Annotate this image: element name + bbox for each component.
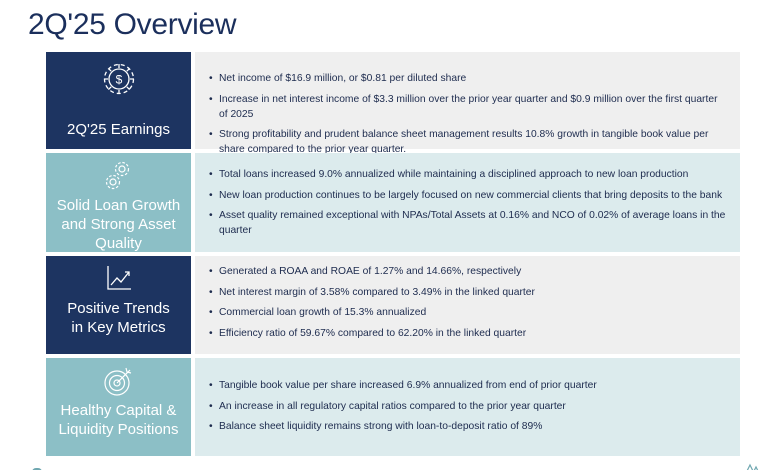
- section-label: Healthy Capital & Liquidity Positions: [58, 402, 179, 438]
- dollar-gear-icon: $: [102, 62, 136, 101]
- section-earnings: $ 2Q'25 Earnings Net income of $16.9 mil…: [46, 52, 740, 155]
- bullet-item: Net income of $16.9 million, or $0.81 pe…: [209, 71, 728, 86]
- bullet-item: New loan production continues to be larg…: [209, 188, 728, 203]
- section-content: Net income of $16.9 million, or $0.81 pe…: [195, 52, 740, 155]
- bullet-item: Commercial loan growth of 15.3% annualiz…: [209, 305, 728, 320]
- target-icon: [102, 364, 136, 403]
- bullet-item: Total loans increased 9.0% annualized wh…: [209, 167, 728, 182]
- section-capital-liquidity: Healthy Capital & Liquidity Positions Ta…: [46, 358, 740, 456]
- section-label-panel: Solid Loan Growth and Strong Asset Quali…: [46, 153, 191, 252]
- section-loan-growth: Solid Loan Growth and Strong Asset Quali…: [46, 153, 740, 252]
- section-label: 2Q'25 Earnings: [67, 121, 170, 138]
- bullet-item: Balance sheet liquidity remains strong w…: [209, 419, 728, 434]
- footer-decoration: [32, 468, 42, 470]
- section-label-panel: Positive Trends in Key Metrics: [46, 256, 191, 354]
- section-label-panel: Healthy Capital & Liquidity Positions: [46, 358, 191, 456]
- section-label: Positive Trends in Key Metrics: [67, 300, 170, 336]
- bullet-item: Generated a ROAA and ROAE of 1.27% and 1…: [209, 264, 728, 279]
- logo-mark-icon: [744, 460, 760, 470]
- svg-text:$: $: [115, 73, 122, 87]
- section-content: Tangible book value per share increased …: [195, 358, 740, 456]
- bullet-item: Strong profitability and prudent balance…: [209, 127, 728, 157]
- bullet-item: Tangible book value per share increased …: [209, 378, 728, 393]
- bullet-item: Asset quality remained exceptional with …: [209, 208, 728, 238]
- section-key-metrics: Positive Trends in Key Metrics Generated…: [46, 256, 740, 354]
- bullet-item: Efficiency ratio of 59.67% compared to 6…: [209, 326, 728, 341]
- bullet-item: An increase in all regulatory capital ra…: [209, 399, 728, 414]
- section-content: Total loans increased 9.0% annualized wh…: [195, 153, 740, 252]
- section-label-panel: $ 2Q'25 Earnings: [46, 52, 191, 149]
- page-title: 2Q'25 Overview: [28, 8, 237, 41]
- section-label: Solid Loan Growth and Strong Asset Quali…: [56, 197, 181, 252]
- gears-icon: [101, 159, 137, 198]
- trend-chart-icon: [104, 263, 134, 298]
- section-content: Generated a ROAA and ROAE of 1.27% and 1…: [195, 256, 740, 354]
- bullet-item: Increase in net interest income of $3.3 …: [209, 92, 728, 122]
- bullet-item: Net interest margin of 3.58% compared to…: [209, 285, 728, 300]
